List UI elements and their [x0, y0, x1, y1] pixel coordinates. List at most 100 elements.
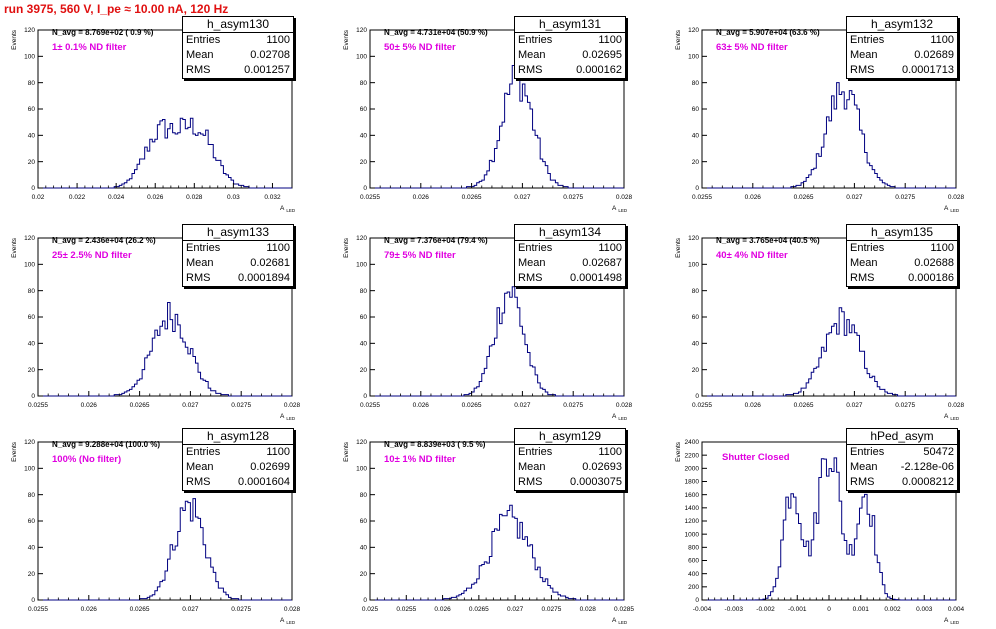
x-tick-label: 0.0255 [396, 606, 416, 613]
y-tick-label: 100 [688, 54, 699, 61]
x-tick-label: 0.0265 [130, 606, 150, 613]
navg-label: N_avg = 3.765e+04 (40.5 %) [716, 236, 820, 245]
y-tick-label: 120 [24, 27, 35, 34]
y-tick-label: 0 [363, 185, 367, 192]
y-tick-label: 40 [360, 545, 368, 552]
y-tick-label: 60 [360, 518, 368, 525]
x-tick-label: 0 [827, 606, 831, 613]
stats-rms-row: RMS 0.001257 [183, 63, 293, 78]
y-tick-label: 80 [692, 288, 700, 295]
stats-rms-value: 0.0001894 [238, 272, 290, 284]
x-tick-label: 0.0265 [469, 606, 489, 613]
x-axis-label: A LED [280, 413, 296, 421]
y-tick-label: 100 [24, 466, 35, 473]
navg-label: N_avg = 7.376e+04 (79.4 %) [384, 236, 488, 245]
x-tick-label: 0.0255 [28, 402, 48, 409]
stats-mean-value: 0.02681 [250, 257, 290, 269]
stats-rms-row: RMS 0.0001894 [183, 271, 293, 286]
stats-rms-row: RMS 0.0001498 [515, 271, 625, 286]
y-tick-label: 40 [28, 133, 36, 140]
x-tick-label: 0.0265 [794, 402, 814, 409]
y-tick-label: 60 [28, 314, 36, 321]
filter-annotation: 100% (No filter) [52, 454, 122, 465]
y-tick-label: 60 [692, 106, 700, 113]
x-tick-label: 0.026 [81, 606, 98, 613]
x-tick-label: 0.0255 [360, 194, 380, 201]
stats-mean-value: 0.02689 [914, 49, 954, 61]
stats-rms-label: RMS [518, 64, 543, 76]
y-axis-label: Events [11, 29, 18, 50]
x-tick-label: 0.004 [948, 606, 965, 613]
stats-box: hPed_asym Entries 50472 Mean -2.128e-06 RMS 0.… [846, 428, 958, 491]
stats-box: h_asym134 Entries 1100 Mean 0.02687 RMS 0.0001… [514, 224, 626, 287]
stats-entries-value: 1100 [598, 242, 622, 254]
stats-mean-row: Mean 0.02689 [847, 48, 957, 63]
navg-label: N_avg = 9.288e+04 (100.0 %) [52, 440, 161, 449]
stats-entries-label: Entries [850, 446, 885, 458]
y-axis-label: Events [11, 237, 18, 258]
histogram-line [702, 457, 956, 601]
histogram-line [370, 286, 624, 397]
y-tick-label: 40 [360, 341, 368, 348]
stats-mean-row: Mean 0.02693 [515, 460, 625, 475]
x-tick-label: 0.0255 [692, 194, 712, 201]
stats-mean-label: Mean [186, 49, 214, 61]
x-tick-label: -0.003 [725, 606, 744, 613]
y-tick-label: 0 [363, 597, 367, 604]
x-tick-label: 0.003 [916, 606, 933, 613]
stats-title: h_asym128 [183, 429, 293, 445]
y-axis-label: Events [675, 29, 682, 50]
y-tick-label: 0 [31, 185, 35, 192]
x-tick-label: 0.002 [884, 606, 901, 613]
stats-box: h_asym131 Entries 1100 Mean 0.02695 RMS 0.0001… [514, 16, 626, 79]
y-tick-label: 0 [695, 185, 699, 192]
stats-mean-label: Mean [186, 257, 214, 269]
y-tick-label: 60 [360, 106, 368, 113]
y-tick-label: 40 [692, 133, 700, 140]
x-tick-label: 0.027 [846, 402, 863, 409]
x-axis-label: A LED [612, 205, 628, 213]
y-tick-label: 400 [688, 571, 699, 578]
stats-title: h_asym132 [847, 17, 957, 33]
run-title: run 3975, 560 V, I_pe ≈ 10.00 nA, 120 Hz [4, 2, 229, 16]
stats-rms-label: RMS [186, 272, 211, 284]
stats-rms-label: RMS [186, 476, 211, 488]
stats-box: h_asym135 Entries 1100 Mean 0.02688 RMS 0.0001… [846, 224, 958, 287]
stats-rms-value: 0.000162 [576, 64, 622, 76]
y-tick-label: 80 [28, 288, 36, 295]
navg-label: N_avg = 8.839e+03 ( 9.5 %) [384, 440, 486, 449]
x-tick-label: 0.0275 [231, 402, 251, 409]
y-tick-label: 20 [692, 367, 700, 374]
stats-rms-value: 0.0003075 [570, 476, 622, 488]
filter-annotation: 10± 1% ND filter [384, 454, 456, 465]
stats-entries-label: Entries [518, 34, 553, 46]
y-axis-label: Events [675, 441, 682, 462]
x-tick-label: 0.0275 [895, 402, 915, 409]
stats-mean-label: Mean [518, 461, 546, 473]
pad-h_asym128: 0.0255 0.026 0.0265 0.027 0.0275 0.028 0 20 40 60… [0, 424, 332, 629]
stats-mean-label: Mean [850, 49, 878, 61]
stats-mean-row: Mean 0.02695 [515, 48, 625, 63]
x-tick-label: 0.027 [182, 606, 199, 613]
stats-entries-label: Entries [518, 242, 553, 254]
x-tick-label: 0.026 [147, 194, 164, 201]
stats-entries-label: Entries [850, 34, 885, 46]
stats-entries-row: Entries 1100 [515, 241, 625, 256]
stats-entries-value: 1100 [930, 242, 954, 254]
stats-rms-label: RMS [518, 272, 543, 284]
x-tick-label: 0.0265 [462, 402, 482, 409]
stats-mean-row: Mean 0.02699 [183, 460, 293, 475]
stats-entries-value: 1100 [266, 242, 290, 254]
pad-h_asym132: 0.0255 0.026 0.0265 0.027 0.0275 0.028 0 20 40 60… [664, 12, 996, 217]
x-tick-label: 0.0275 [541, 606, 561, 613]
y-tick-label: 0 [695, 597, 699, 604]
navg-label: N_avg = 8.769e+02 ( 0.9 %) [52, 28, 154, 37]
y-tick-label: 1600 [685, 492, 700, 499]
stats-box: h_asym132 Entries 1100 Mean 0.02689 RMS 0.0001… [846, 16, 958, 79]
pad-h_asym130: 0.02 0.022 0.024 0.026 0.028 0.03 0.032 0 20 40 60… [0, 12, 332, 217]
stats-rms-row: RMS 0.0001604 [183, 475, 293, 490]
stats-mean-row: Mean 0.02687 [515, 256, 625, 271]
stats-entries-row: Entries 1100 [183, 241, 293, 256]
y-tick-label: 20 [692, 159, 700, 166]
stats-entries-value: 1100 [266, 34, 290, 46]
